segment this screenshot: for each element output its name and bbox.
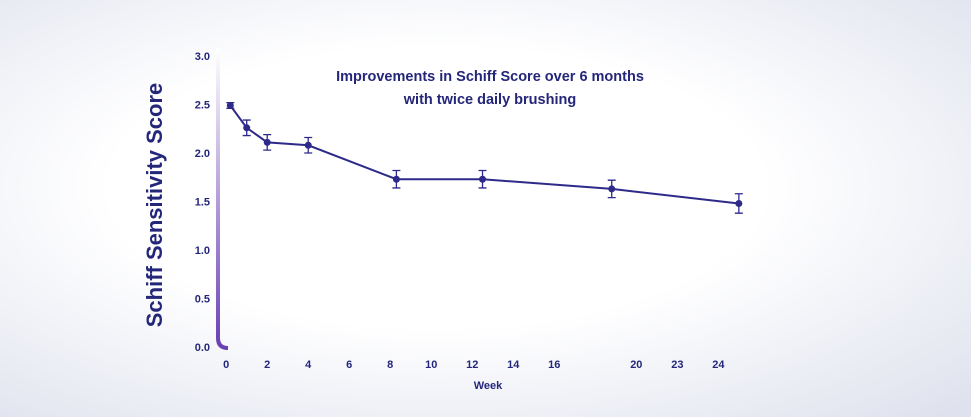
x-tick-label: 20 [630,359,642,371]
data-point [479,175,487,183]
x-tick-label: 16 [548,359,560,371]
data-point [392,175,400,183]
data-point [243,124,251,132]
x-tick-label: 10 [425,359,437,371]
series-line [229,104,739,205]
x-tick-label: 24 [712,359,725,371]
x-tick-label: 23 [671,359,683,371]
y-axis-label: Schiff Sensitivity Score [142,83,167,328]
y-tick-label: 1.0 [195,245,210,257]
y-tick-label: 3.0 [195,51,210,63]
x-tick-label: 12 [466,359,478,371]
x-axis-label: Week [474,380,503,392]
x-tick-label: 14 [507,359,520,371]
y-tick-label: 0.0 [195,342,210,354]
y-tick-label: 2.5 [195,99,210,111]
x-tick-label: 8 [387,359,393,371]
data-point [735,199,743,207]
data-point [263,138,271,146]
x-tick-label: 2 [264,359,270,371]
x-tick-label: 6 [346,359,352,371]
data-point [226,102,234,109]
chart-subtitle: with twice daily brushing [403,92,576,108]
x-tick-label: 0 [223,359,229,371]
chart-title: Improvements in Schiff Score over 6 mont… [336,69,644,85]
data-point [608,185,616,193]
x-tick-label: 4 [305,359,312,371]
y-tick-label: 0.5 [195,293,210,305]
data-point [304,141,312,149]
y-tick-label: 2.0 [195,148,210,160]
y-tick-label: 1.5 [195,196,210,208]
